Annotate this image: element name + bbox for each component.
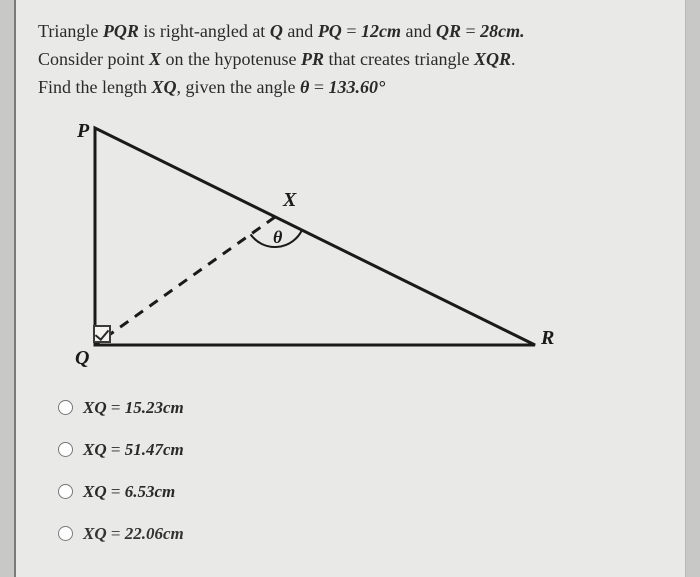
text-var: Q (270, 21, 283, 41)
vertex-label-p: P (77, 120, 89, 143)
text: . (511, 49, 516, 69)
opt-eq: = (107, 398, 125, 417)
text: that creates triangle (324, 49, 474, 69)
option-4[interactable]: XQ = 22.06cm (58, 524, 663, 544)
opt-eq: = (107, 524, 125, 543)
opt-val: 22.06cm (125, 524, 184, 543)
text-val: 133.60° (328, 77, 385, 97)
problem-statement: Triangle PQR is right-angled at Q and PQ… (38, 18, 663, 102)
opt-eq: = (107, 482, 125, 501)
option-3-label: XQ = 6.53cm (83, 482, 175, 502)
question-page: Triangle PQR is right-angled at Q and PQ… (14, 0, 686, 577)
vertex-label-q: Q (75, 347, 89, 370)
text-val: 12cm (361, 21, 401, 41)
option-4-radio[interactable] (58, 526, 73, 541)
text: Find the length (38, 77, 152, 97)
opt-eq: = (107, 440, 125, 459)
opt-var: XQ (83, 482, 107, 501)
option-1[interactable]: XQ = 15.23cm (58, 398, 663, 418)
option-4-label: XQ = 22.06cm (83, 524, 184, 544)
option-3-radio[interactable] (58, 484, 73, 499)
opt-val: 51.47cm (125, 440, 184, 459)
right-angle-checkbox-icon (93, 325, 111, 343)
opt-var: XQ (83, 398, 107, 417)
text: and (401, 21, 436, 41)
text-var: PQ (318, 21, 342, 41)
text: on the hypotenuse (161, 49, 301, 69)
option-3[interactable]: XQ = 6.53cm (58, 482, 663, 502)
text: = (342, 21, 361, 41)
text: , given the angle (177, 77, 300, 97)
text-var: X (149, 49, 161, 69)
vertex-label-r: R (541, 327, 554, 350)
option-1-label: XQ = 15.23cm (83, 398, 184, 418)
text-val: 28cm. (480, 21, 525, 41)
theta-label: θ (273, 227, 282, 248)
triangle-figure: P Q R X θ (40, 120, 560, 380)
text-var: XQ (152, 77, 177, 97)
opt-var: XQ (83, 524, 107, 543)
option-2-radio[interactable] (58, 442, 73, 457)
text: = (461, 21, 480, 41)
opt-var: XQ (83, 440, 107, 459)
text: is right-angled at (139, 21, 270, 41)
text-var: PR (301, 49, 324, 69)
text: = (309, 77, 328, 97)
triangle-svg (40, 120, 560, 380)
text-var: QR (436, 21, 461, 41)
opt-val: 15.23cm (125, 398, 184, 417)
option-1-radio[interactable] (58, 400, 73, 415)
text-var: XQR (474, 49, 511, 69)
triangle-pqr (95, 128, 535, 345)
segment-xq (95, 217, 275, 345)
text: Triangle (38, 21, 103, 41)
text: Consider point (38, 49, 149, 69)
option-2[interactable]: XQ = 51.47cm (58, 440, 663, 460)
opt-val: 6.53cm (125, 482, 176, 501)
answer-options: XQ = 15.23cm XQ = 51.47cm XQ = 6.53cm XQ… (58, 398, 663, 544)
option-2-label: XQ = 51.47cm (83, 440, 184, 460)
text-var: θ (300, 77, 309, 97)
text: and (283, 21, 318, 41)
text-var: PQR (103, 21, 139, 41)
vertex-label-x: X (283, 189, 296, 212)
